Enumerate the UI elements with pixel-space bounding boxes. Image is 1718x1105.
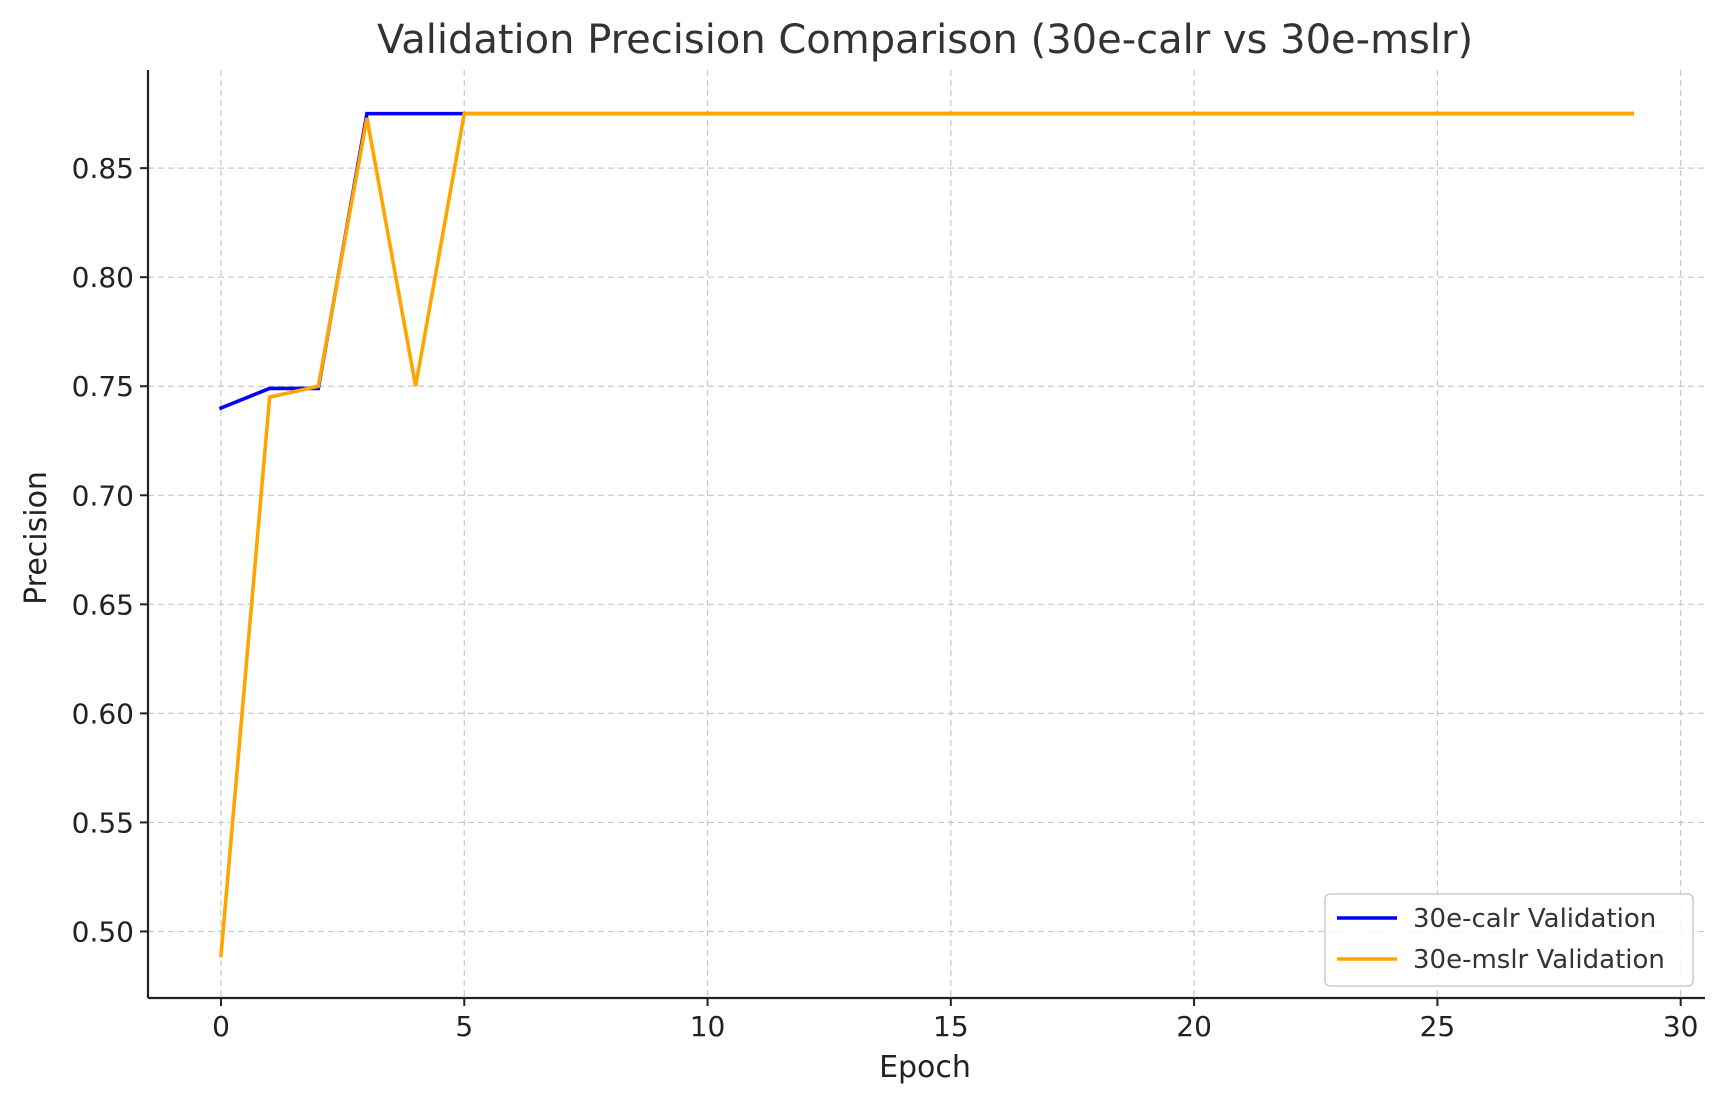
series-line-1 [218,111,1634,411]
tick-labels: 0 5 10 15 20 25 30 0.50 0.55 0.60 0.65 0.70 0.75 0.80… [72,152,1699,1043]
legend: 30e-calr Validation 30e-mslr Validation [1324,893,1694,987]
y-tick-label: 0.55 [72,806,134,839]
y-tick-label: 0.70 [72,479,134,512]
y-tick-label: 0.80 [72,261,134,294]
x-tick-label: 30 [1663,1010,1699,1043]
grid-lines [148,70,1705,998]
y-tick-label: 0.75 [72,370,134,403]
y-tick-label: 0.85 [72,152,134,185]
x-tick-label: 20 [1176,1010,1212,1043]
y-tick-label: 0.50 [72,915,134,948]
y-axis-label: Precision [19,471,54,605]
chart-title: Validation Precision Comparison (30e-cal… [377,17,1473,63]
y-tick-label: 0.65 [72,588,134,621]
x-tick-label: 5 [455,1010,473,1043]
x-tick-label: 15 [933,1010,969,1043]
x-axis-label: Epoch [879,1050,971,1085]
series-line-2 [219,111,1634,958]
x-tick-label: 10 [690,1010,726,1043]
legend-label: 30e-calr Validation [1413,904,1656,934]
y-tick-label: 0.60 [72,697,134,730]
series-lines [218,111,1634,958]
x-tick-label: 25 [1420,1010,1456,1043]
axes [146,70,1705,1000]
x-tick-label: 0 [212,1010,230,1043]
legend-label: 30e-mslr Validation [1413,945,1665,975]
legend-box [1324,893,1694,987]
